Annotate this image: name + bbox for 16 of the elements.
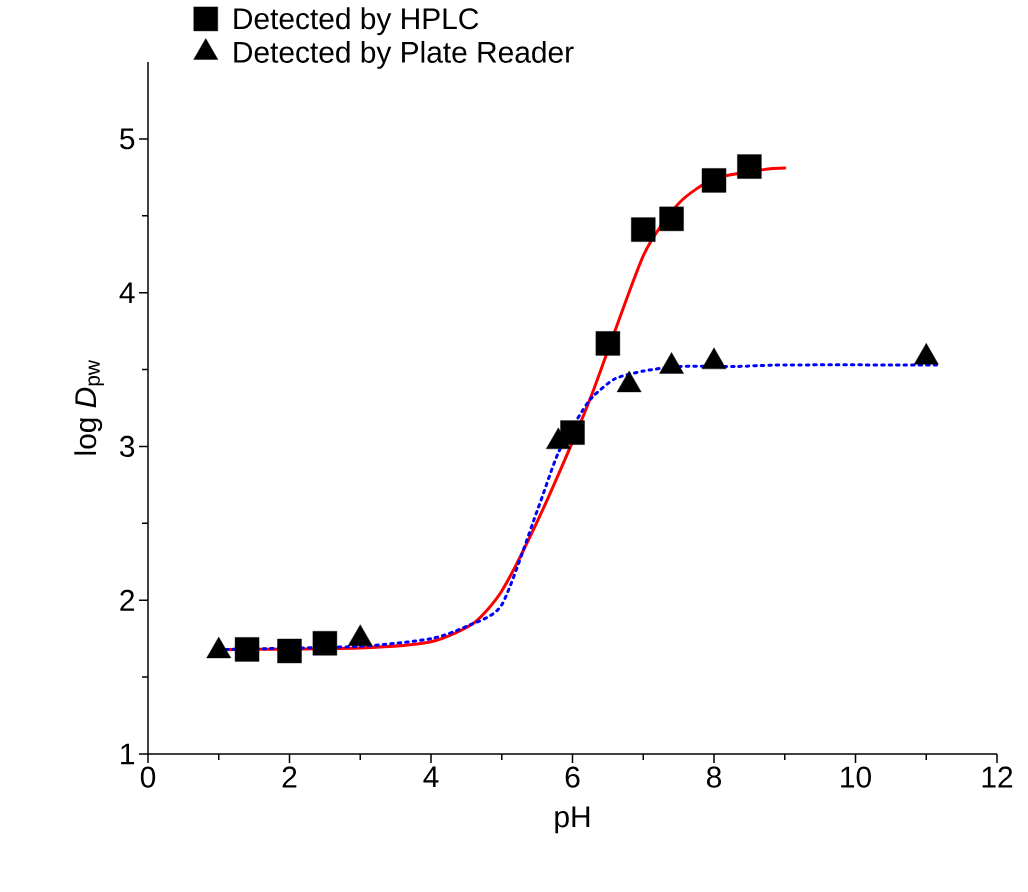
y-tick-label: 2	[120, 589, 134, 611]
y-tick-label: 4	[119, 282, 135, 303]
x-tick-label: 0	[140, 766, 156, 788]
x-tick-label: 2	[282, 766, 297, 788]
x-tick-label: 6	[565, 766, 580, 788]
x-axis-title: pH	[555, 806, 590, 834]
y-tick-label: 5	[120, 128, 135, 150]
legend-label: Detected by Plate Reader	[234, 40, 574, 69]
y-tick-label: 3	[120, 435, 135, 458]
y-tick-label: 1	[121, 743, 135, 765]
legend-label: Detected by HPLC	[234, 7, 479, 36]
x-tick-label: 12	[982, 766, 1013, 788]
x-tick-label: 10	[841, 766, 871, 788]
x-tick-label: 4	[423, 766, 439, 788]
x-tick-label: 8	[706, 766, 722, 788]
y-axis-title: log D$_{pw}$	[74, 359, 105, 455]
